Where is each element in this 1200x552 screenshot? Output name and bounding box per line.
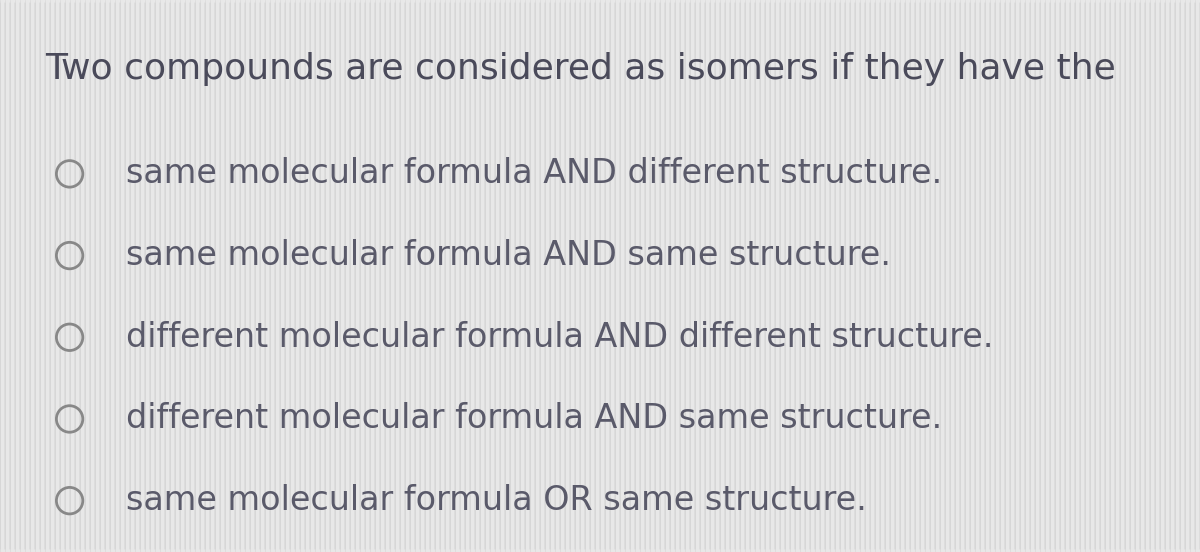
Text: Two compounds are considered as isomers if they have the: Two compounds are considered as isomers … (46, 52, 1116, 86)
Text: different molecular formula AND same structure.: different molecular formula AND same str… (126, 402, 942, 436)
Text: same molecular formula AND different structure.: same molecular formula AND different str… (126, 157, 942, 190)
Text: same molecular formula AND same structure.: same molecular formula AND same structur… (126, 239, 890, 272)
Text: different molecular formula AND different structure.: different molecular formula AND differen… (126, 321, 994, 354)
Text: same molecular formula OR same structure.: same molecular formula OR same structure… (126, 484, 866, 517)
